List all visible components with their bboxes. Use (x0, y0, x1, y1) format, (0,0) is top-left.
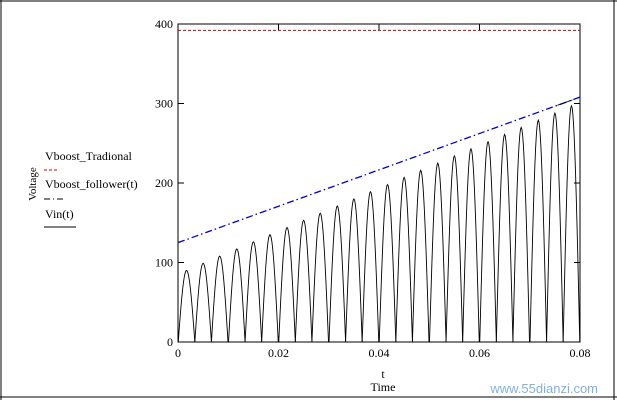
legend: Vboost_Tradional Vboost_follower(t) Vin(… (44, 149, 138, 228)
vin-lobe (562, 104, 581, 343)
y-axis-label: Voltage (27, 167, 39, 201)
vin-lobe (244, 241, 263, 343)
vin-lobe (261, 233, 279, 343)
vin-lobe (462, 147, 480, 343)
vin-lobe (210, 255, 229, 343)
legend-label-vin: Vin(t) (45, 207, 74, 221)
vin-lobe (395, 176, 413, 343)
vin-lobe (278, 226, 296, 343)
y-tick-label: 200 (155, 176, 173, 190)
vin-lobe (445, 154, 464, 343)
x-tick-label: 0.06 (469, 346, 490, 360)
x-tick-label: 0.04 (369, 346, 390, 360)
vin-lobe (228, 248, 246, 343)
x-tick-label: 0.02 (268, 346, 289, 360)
y-tick-label: 400 (155, 17, 173, 31)
watermark: www.55dianzi.com (489, 381, 598, 396)
y-tick-label: 300 (155, 97, 173, 111)
y-tick-label: 0 (167, 335, 173, 349)
vin-lobe (411, 169, 430, 343)
series-vboost-follower (177, 96, 581, 244)
legend-label-traditional: Vboost_Tradional (45, 149, 133, 163)
x-axis-variable: t (381, 367, 385, 381)
vin-lobe (546, 111, 564, 343)
vin-lobe (294, 219, 313, 343)
vin-lobe (429, 162, 447, 343)
x-tick-label: 0 (175, 346, 181, 360)
data-layer (177, 29, 581, 343)
tick-labels: 0 0.02 0.04 0.06 0.08 0 100 200 300 400 (155, 17, 591, 360)
vin-lobe (345, 197, 363, 343)
vin-lobe (361, 190, 380, 343)
vin-lobe (177, 269, 196, 343)
vin-lobe (479, 140, 497, 343)
legend-label-follower: Vboost_follower(t) (45, 177, 138, 191)
vin-lobe (194, 262, 212, 343)
follower-end-dash (557, 99, 573, 106)
vin-lobe (311, 212, 329, 343)
series-vin (177, 104, 581, 343)
x-tick-label: 0.08 (570, 346, 591, 360)
vin-lobe (495, 133, 514, 343)
vin-lobe (529, 118, 548, 343)
y-tick-label: 100 (155, 256, 173, 270)
vin-lobe (512, 126, 530, 343)
vin-lobe (378, 183, 397, 343)
vin-lobe (328, 205, 347, 343)
watermark-text: www.55dianzi.com (489, 381, 598, 396)
plot-area (177, 23, 581, 343)
ticks-layer (178, 24, 580, 342)
x-axis-label: Time (371, 380, 396, 394)
